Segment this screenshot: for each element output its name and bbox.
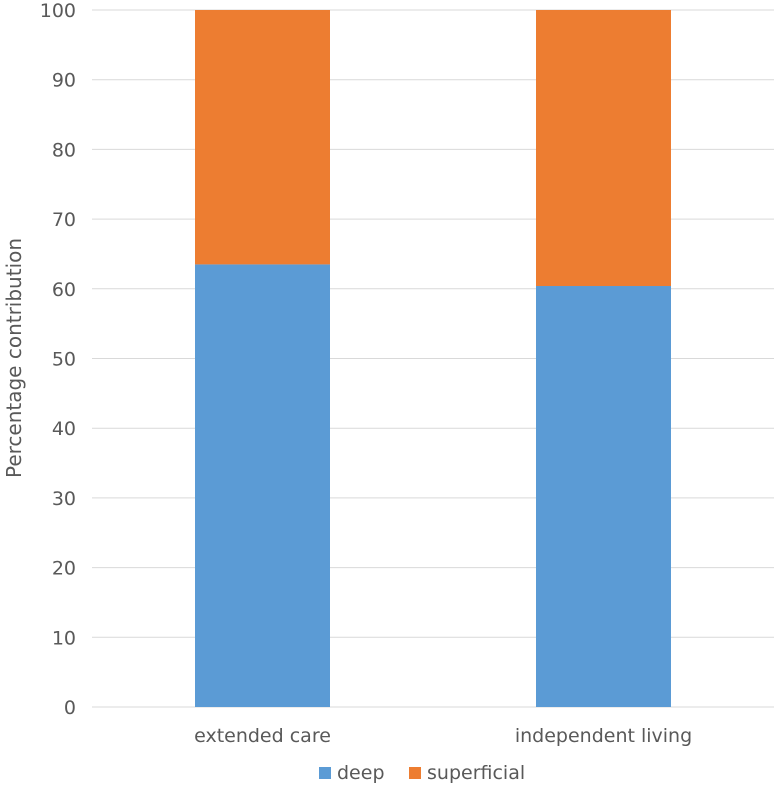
y-tick-label: 0 — [64, 697, 76, 719]
y-tick-label: 70 — [52, 209, 76, 231]
legend-label-superficial: superficial — [427, 762, 525, 784]
y-tick-label: 50 — [52, 349, 76, 371]
bar-superficial-0 — [195, 10, 330, 265]
y-tick-label: 60 — [52, 279, 76, 301]
bar-deep-0 — [195, 264, 330, 707]
y-tick-label: 90 — [52, 70, 76, 92]
x-tick-label: independent living — [515, 725, 692, 747]
x-tick-label: extended care — [194, 725, 331, 747]
y-tick-label: 40 — [52, 418, 76, 440]
y-tick-label: 80 — [52, 139, 76, 161]
y-axis-label: Percentage contribution — [2, 238, 26, 478]
y-tick-label: 10 — [52, 627, 76, 649]
gridlines — [92, 9, 774, 708]
legend: deep superficial — [319, 762, 525, 784]
y-tick-label: 30 — [52, 488, 76, 510]
bars — [195, 10, 671, 707]
y-tick-label: 20 — [52, 558, 76, 580]
y-tick-labels: 0 10 20 30 40 50 60 70 80 90 100 — [40, 0, 76, 719]
x-tick-labels: extended care independent living — [194, 725, 692, 747]
legend-swatch-superficial — [409, 767, 421, 779]
legend-swatch-deep — [319, 767, 331, 779]
y-tick-label: 100 — [40, 0, 76, 22]
bar-deep-1 — [536, 286, 671, 707]
bar-superficial-1 — [536, 10, 671, 287]
legend-label-deep: deep — [337, 762, 385, 784]
